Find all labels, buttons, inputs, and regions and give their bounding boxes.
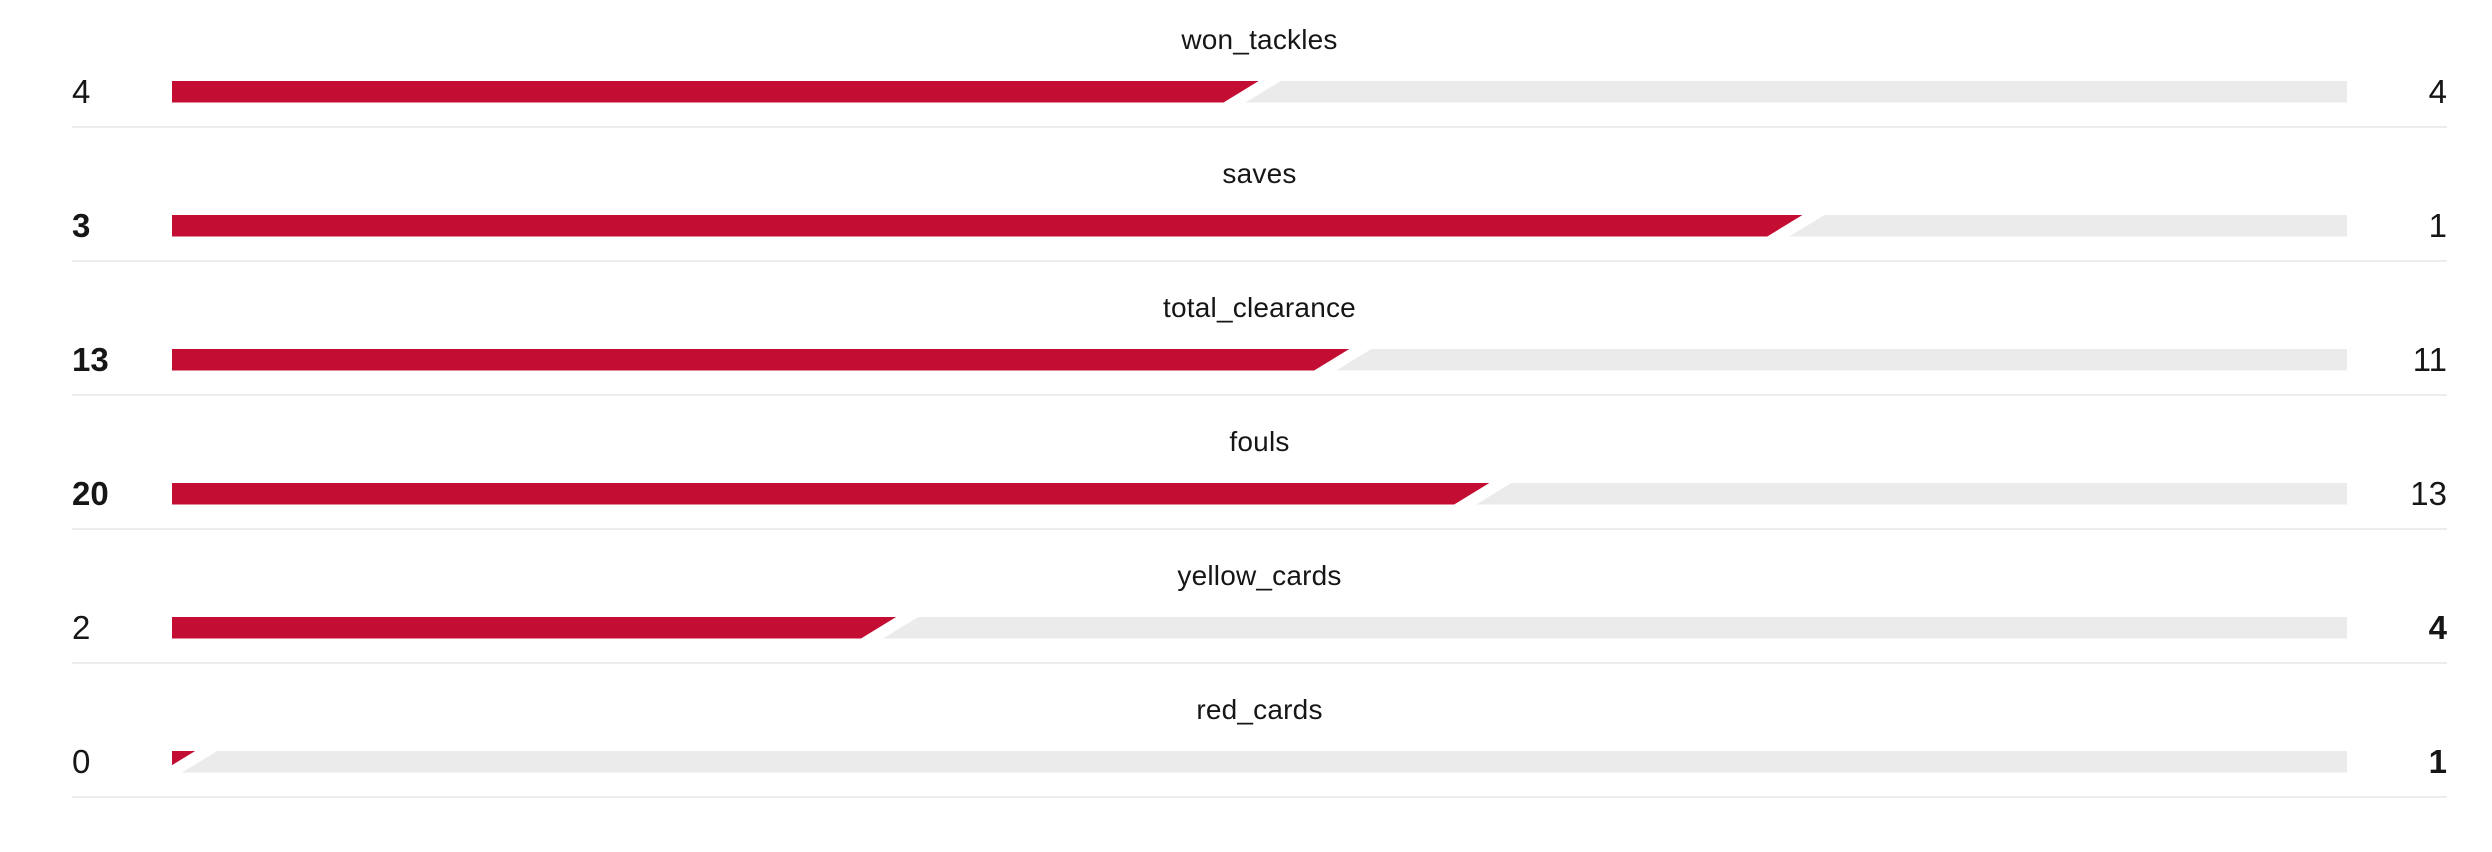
stat-label: red_cards: [1196, 694, 1323, 725]
stat-label: yellow_cards: [1177, 560, 1342, 591]
stat-label: fouls: [1229, 426, 1290, 457]
left-bar-fill: [172, 483, 1490, 505]
stat-row: yellow_cards 2 4: [72, 530, 2447, 664]
right-value: 13: [2410, 475, 2447, 512]
left-value: 13: [72, 341, 109, 378]
left-value: 2: [72, 609, 91, 646]
left-bar-fill: [172, 81, 1260, 103]
right-value: 1: [2428, 743, 2447, 780]
stat-row: saves 3 1: [72, 128, 2447, 262]
stat-row: fouls 20 13: [72, 396, 2447, 530]
comparison-bar-track: [172, 483, 2347, 505]
comparison-bar-track: [172, 751, 2347, 773]
stat-bar-line: 2 4: [72, 611, 2447, 644]
right-value: 1: [2428, 207, 2447, 244]
left-bar-fill: [172, 617, 897, 639]
stat-row: red_cards 0 1: [72, 664, 2447, 798]
right-value: 4: [2428, 73, 2447, 110]
stat-row: won_tackles 4 4: [72, 0, 2447, 128]
stat-bar-line: 13 11: [72, 343, 2447, 376]
stat-bar-line: 20 13: [72, 477, 2447, 510]
left-value: 4: [72, 73, 91, 110]
left-value: 20: [72, 475, 109, 512]
stat-label: saves: [1222, 158, 1297, 189]
comparison-bar-track: [172, 81, 2347, 103]
stat-bar-line: 4 4: [72, 75, 2447, 108]
right-value: 4: [2428, 609, 2447, 646]
left-value: 3: [72, 207, 91, 244]
stat-row: total_clearance 13 11: [72, 262, 2447, 396]
comparison-bar-track: [172, 617, 2347, 639]
comparison-bar-track: [172, 215, 2347, 237]
stat-label: won_tackles: [1181, 24, 1338, 55]
right-value: 11: [2412, 341, 2447, 378]
comparison-bar-track: [172, 349, 2347, 371]
left-value: 0: [72, 743, 91, 780]
stat-rows-list: won_tackles 4 4 saves 3 1 total_clearanc…: [72, 0, 2447, 798]
stat-label: total_clearance: [1163, 292, 1356, 323]
stat-bar-line: 0 1: [72, 745, 2447, 778]
right-bar-track: [172, 751, 2347, 773]
left-bar-fill: [172, 215, 1803, 237]
stat-bar-line: 3 1: [72, 209, 2447, 242]
left-bar-fill: [172, 349, 1350, 371]
